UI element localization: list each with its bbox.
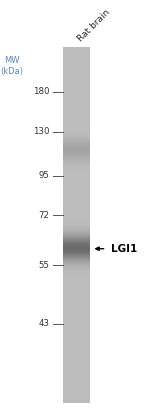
Text: MW
(kDa): MW (kDa) (0, 56, 24, 76)
Text: 55: 55 (39, 261, 50, 270)
Text: 72: 72 (39, 211, 50, 220)
Text: 180: 180 (33, 87, 50, 97)
Text: 95: 95 (39, 171, 50, 180)
Text: 43: 43 (39, 319, 50, 329)
Text: LGI1: LGI1 (111, 244, 137, 254)
Text: Rat brain: Rat brain (76, 8, 112, 44)
Text: 130: 130 (33, 127, 50, 136)
